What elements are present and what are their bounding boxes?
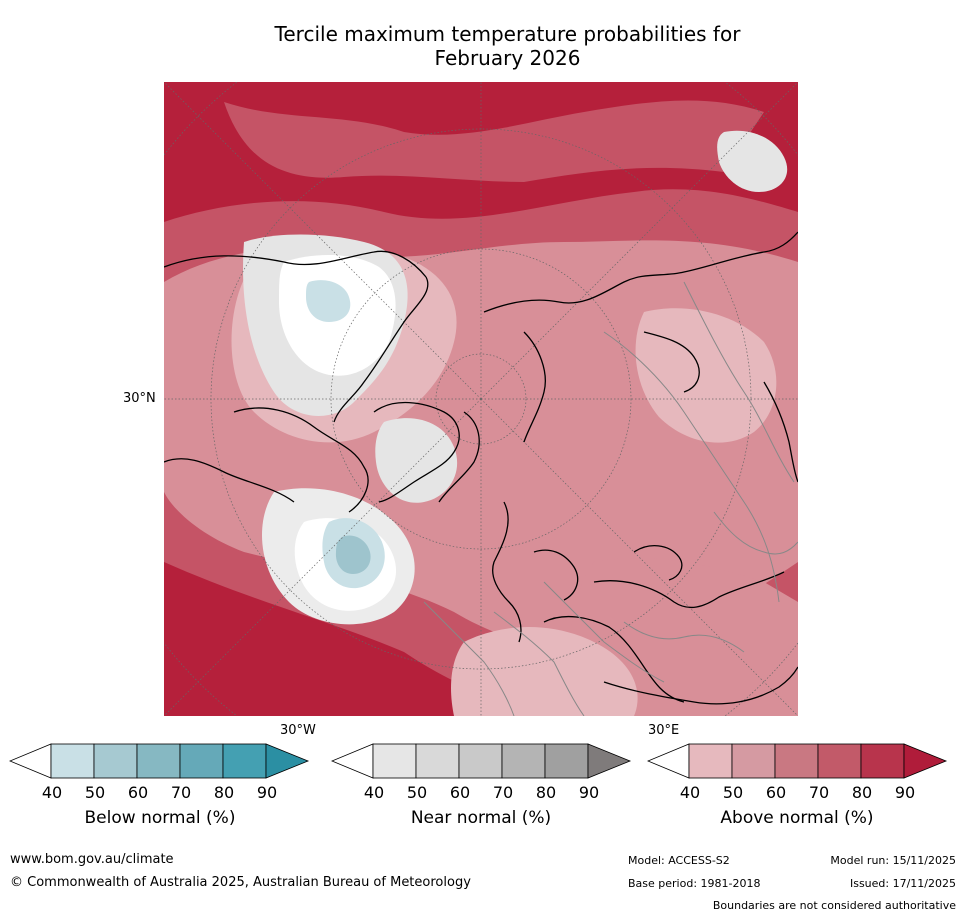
colorbar-above-label: Above normal (%) <box>720 808 874 828</box>
colorbar-above-bin-3 <box>774 743 819 779</box>
colorbar-below-bin-1 <box>50 743 95 779</box>
footer-copyright: © Commonwealth of Australia 2025, Austra… <box>10 875 471 890</box>
colorbar-near-extend-high <box>587 743 632 779</box>
colorbar-above-bin-1 <box>688 743 733 779</box>
polar-map <box>164 82 798 716</box>
tick: 50 <box>84 783 106 802</box>
colorbar-below-bin-4 <box>179 743 224 779</box>
tick: 70 <box>492 783 514 802</box>
tick: 40 <box>679 783 701 802</box>
colorbar-below-normal <box>9 743 310 779</box>
colorbar-below-extend-high <box>265 743 310 779</box>
above-pale-region-europe <box>451 627 638 716</box>
title-line-1: Tercile maximum temperature probabilitie… <box>274 22 741 46</box>
title-line-2: February 2026 <box>434 46 581 70</box>
colorbar-near-bin-5 <box>544 743 589 779</box>
lon-label-30e: 30°E <box>648 723 680 738</box>
lon-label-30w: 30°W <box>280 723 316 738</box>
tick: 60 <box>765 783 787 802</box>
chart-title: Tercile maximum temperature probabilitie… <box>0 22 965 70</box>
colorbar-near-bin-4 <box>501 743 546 779</box>
tick: 90 <box>256 783 278 802</box>
colorbar-near-bin-2 <box>415 743 460 779</box>
tick: 60 <box>449 783 471 802</box>
footer-model-run: Model run: 15/11/2025 <box>830 854 956 867</box>
colorbar-near-bin-1 <box>372 743 417 779</box>
colorbar-near-bin-3 <box>458 743 503 779</box>
colorbar-below-label: Below normal (%) <box>84 808 236 828</box>
above-pale-region-asia <box>635 308 777 443</box>
tick: 40 <box>363 783 385 802</box>
tick: 60 <box>127 783 149 802</box>
tick: 90 <box>578 783 600 802</box>
colorbar-near-label: Near normal (%) <box>410 808 552 828</box>
near-normal-region-arctic <box>375 418 458 503</box>
colorbar-near-normal <box>331 743 632 779</box>
colorbar-above-bin-5 <box>860 743 905 779</box>
colorbar-above-bin-2 <box>731 743 776 779</box>
tick: 80 <box>851 783 873 802</box>
tick: 90 <box>894 783 916 802</box>
above-mid-region-north <box>224 100 764 182</box>
tick: 40 <box>41 783 63 802</box>
colorbar-below-bin-2 <box>93 743 138 779</box>
footer-url: www.bom.gov.au/climate <box>10 852 174 867</box>
below-normal-region-canada <box>306 280 351 322</box>
footer-disclaimer: Boundaries are not considered authoritat… <box>712 899 956 912</box>
coastlines <box>164 231 798 705</box>
colorbar-near-extend-low <box>331 743 374 779</box>
near-normal-region-northeast <box>717 130 788 192</box>
tick: 80 <box>535 783 557 802</box>
below-normal-region-atlantic-core <box>335 535 371 574</box>
country-borders <box>423 281 798 716</box>
colorbar-above-extend-high <box>903 743 948 779</box>
tick: 50 <box>722 783 744 802</box>
colorbar-below-bin-3 <box>136 743 181 779</box>
lat-label-30n: 30°N <box>123 391 156 406</box>
tick: 50 <box>406 783 428 802</box>
footer-issued: Issued: 17/11/2025 <box>849 877 956 890</box>
graticule <box>164 82 798 716</box>
colorbar-above-normal <box>647 743 948 779</box>
tick: 70 <box>170 783 192 802</box>
colorbar-above-bin-4 <box>817 743 862 779</box>
colorbar-above-extend-low <box>647 743 690 779</box>
footer-base-period: Base period: 1981-2018 <box>628 877 761 890</box>
tick: 80 <box>213 783 235 802</box>
colorbar-below-bin-5 <box>222 743 267 779</box>
footer-model: Model: ACCESS-S2 <box>628 854 730 867</box>
tick: 70 <box>808 783 830 802</box>
colorbar-below-extend-low <box>9 743 52 779</box>
